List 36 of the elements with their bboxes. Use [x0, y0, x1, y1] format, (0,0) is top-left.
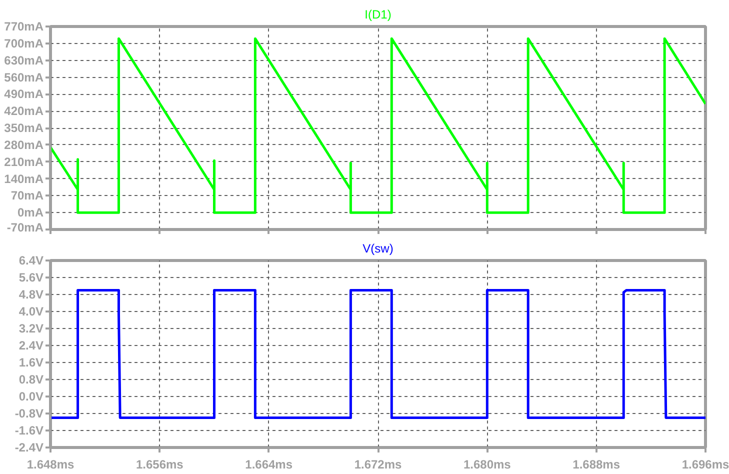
x-tick-label: 1.672ms	[354, 458, 402, 472]
x-tick-label: 1.656ms	[136, 458, 184, 472]
y-tick-label: 280mA	[4, 138, 44, 152]
y-tick-label: 0mA	[17, 206, 44, 220]
y-tick-label: 1.6V	[18, 356, 44, 370]
y-tick-label: 420mA	[4, 104, 44, 118]
y-tick-label: 0.8V	[18, 372, 44, 386]
line-series	[50, 289, 706, 419]
x-tick-label: 1.696ms	[682, 458, 729, 472]
y-tick-label: 630mA	[4, 53, 44, 68]
y-tick-label: 4.0V	[18, 304, 44, 318]
line-series	[50, 37, 706, 214]
y-tick-label: 3.2V	[18, 322, 44, 336]
y-tick-label: 350mA	[4, 121, 44, 135]
y-tick-label: 2.4V	[18, 338, 44, 352]
y-tick-label: 210mA	[4, 154, 44, 169]
y-tick-label: 0.0V	[18, 390, 44, 404]
y-tick-label: -70mA	[6, 220, 44, 234]
x-tick-label: 1.688ms	[572, 458, 620, 472]
chart-title: I(D1)	[364, 8, 392, 22]
y-tick-label: 140mA	[4, 172, 44, 186]
y-tick-label: 770mA	[4, 20, 44, 34]
y-tick-label: 4.8V	[18, 288, 44, 302]
y-tick-label: 6.4V	[18, 254, 44, 268]
chart-title: V(sw)	[362, 242, 394, 256]
x-tick-label: 1.680ms	[463, 458, 512, 472]
y-tick-label: 560mA	[4, 70, 44, 84]
x-tick-label: 1.664ms	[245, 458, 293, 472]
y-tick-label: 70mA	[10, 188, 44, 203]
y-tick-label: -2.4V	[14, 440, 44, 454]
y-tick-label: 5.6V	[18, 270, 44, 284]
y-tick-label: 700mA	[4, 36, 44, 50]
y-tick-label: 490mA	[4, 87, 44, 102]
y-tick-label: -0.8V	[14, 406, 44, 420]
x-tick-label: 1.648ms	[26, 458, 75, 472]
y-tick-label: -1.6V	[14, 424, 44, 438]
